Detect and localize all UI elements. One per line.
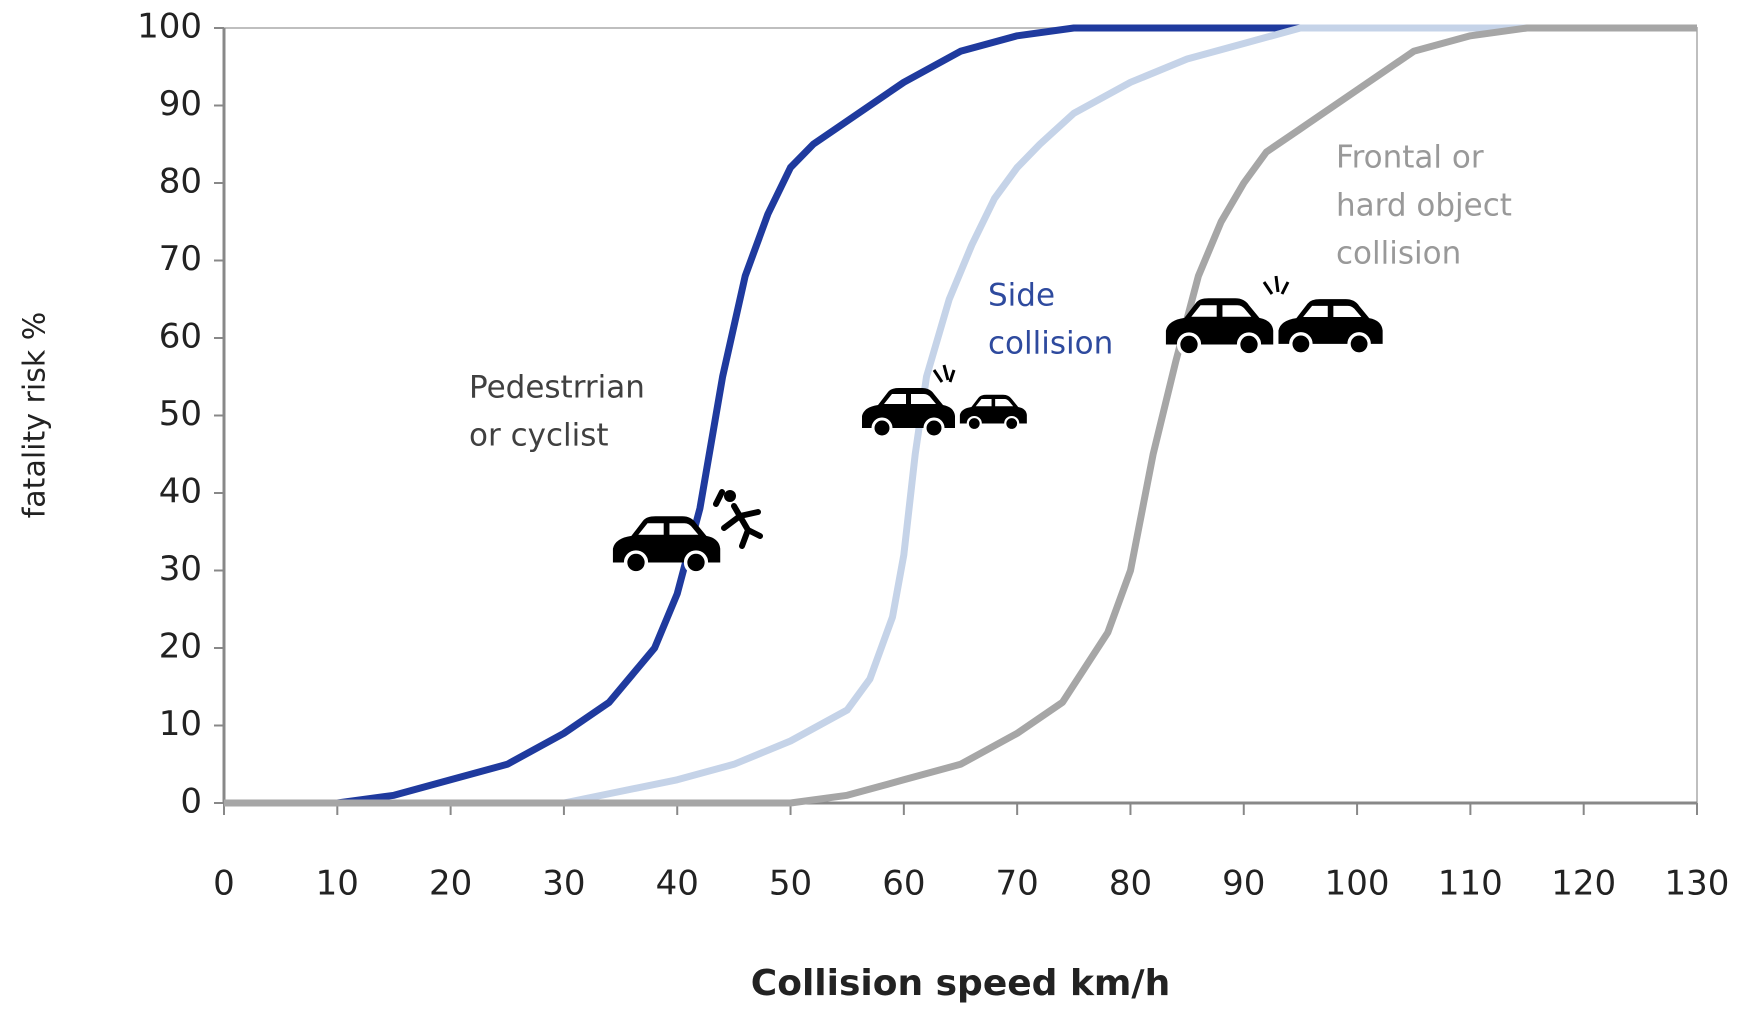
x-tick-label: 0	[213, 864, 235, 904]
y-tick-label: 40	[159, 472, 202, 512]
x-tick-label: 40	[656, 864, 699, 904]
x-axis-label: Collision speed km/h	[751, 963, 1170, 1004]
x-tick-label: 100	[1325, 864, 1390, 904]
car-icon	[611, 514, 722, 574]
y-tick-label: 0	[180, 782, 202, 822]
y-tick-label: 20	[159, 627, 202, 667]
y-tick-label: 80	[159, 162, 202, 202]
x-tick-label: 10	[316, 864, 359, 904]
series-label: collision	[1336, 236, 1461, 272]
car-icon	[860, 386, 957, 439]
x-tick-label: 70	[996, 864, 1039, 904]
x-tick-label: 30	[542, 864, 585, 904]
car-icon	[1164, 296, 1276, 356]
x-tick-label: 120	[1551, 864, 1616, 904]
impact-icon	[1262, 275, 1290, 295]
y-tick-label: 70	[159, 239, 202, 279]
series-line	[224, 24, 1697, 807]
series-label: Frontal or	[1336, 140, 1484, 176]
series-label: or cyclist	[469, 418, 609, 454]
x-tick-label: 90	[1222, 864, 1265, 904]
series-label: Pedestrrian	[469, 370, 645, 406]
x-tick-label: 130	[1665, 864, 1730, 904]
y-axis-label: fatality risk %	[18, 312, 53, 519]
series-label: Side	[988, 278, 1055, 314]
x-tick-label: 60	[882, 864, 925, 904]
car-icon	[1276, 297, 1385, 356]
series-line	[224, 24, 1697, 807]
series-line	[224, 24, 1697, 807]
y-tick-label: 90	[159, 84, 202, 124]
y-tick-label: 60	[159, 317, 202, 357]
pedestrian-icon	[713, 489, 763, 549]
impact-icon	[932, 364, 956, 383]
icons	[611, 275, 1385, 574]
y-tick-label: 30	[159, 549, 202, 589]
x-tick-label: 50	[769, 864, 812, 904]
y-tick-label: 50	[159, 394, 202, 434]
x-tick-label: 80	[1109, 864, 1152, 904]
car-icon	[958, 393, 1029, 432]
x-tick-label: 20	[429, 864, 472, 904]
series-label: collision	[988, 326, 1113, 362]
series-label: hard object	[1336, 188, 1512, 224]
y-tick-label: 10	[159, 704, 202, 744]
y-tick-label: 100	[137, 7, 202, 47]
x-tick-label: 110	[1438, 864, 1503, 904]
